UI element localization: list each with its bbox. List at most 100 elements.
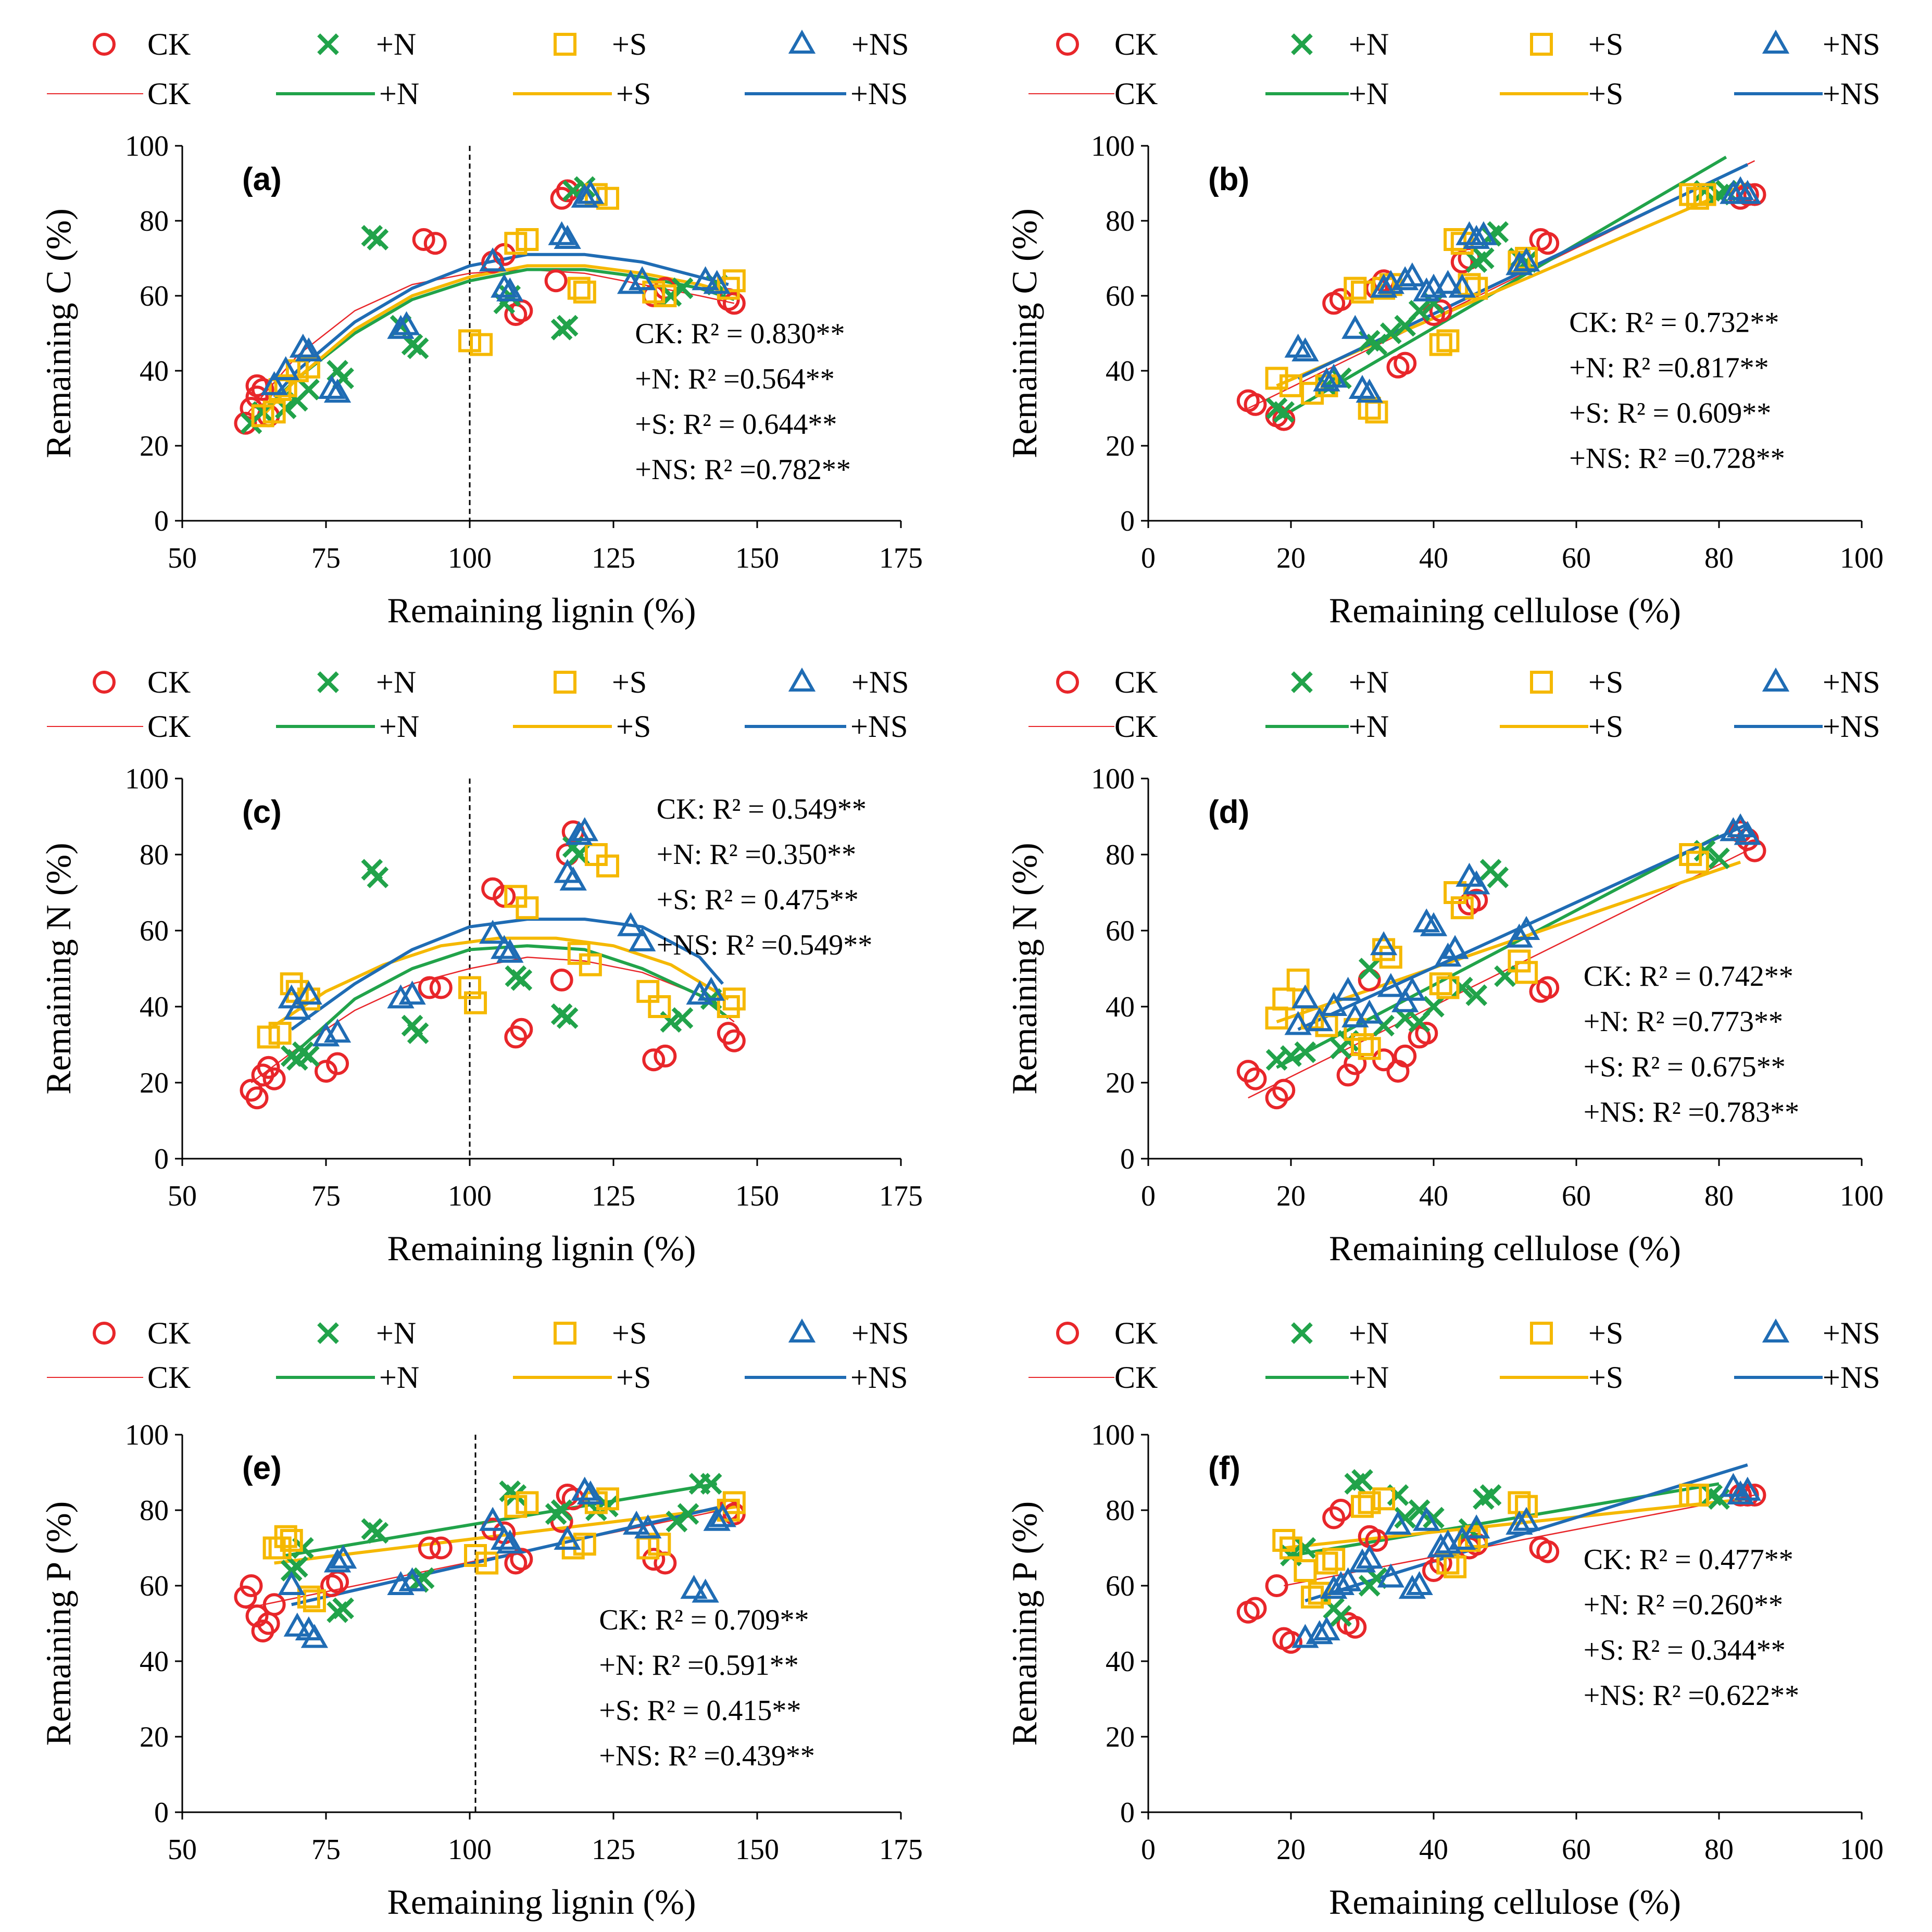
point-plus-ns [1506, 923, 1533, 948]
point-ck [1365, 1529, 1388, 1552]
x-tick-label: 80 [1704, 1180, 1734, 1212]
point-ck [510, 1018, 533, 1041]
panel-d-legend: CK +N +S +NS CK +N +S +NS [1028, 665, 1880, 744]
point-plus-ns [571, 1476, 598, 1501]
fit-line-plus-n [1276, 834, 1720, 1069]
point-plus-s [717, 995, 740, 1018]
y-tick-label: 80 [1106, 1495, 1135, 1527]
point-plus-ns [479, 247, 507, 272]
point-plus-ns [1512, 915, 1540, 940]
x-tick-label: 50 [168, 1834, 197, 1866]
point-plus-n [1708, 847, 1730, 870]
x-tick-label: 125 [592, 1180, 635, 1212]
panel-label: (f) [1208, 1450, 1240, 1486]
legend-marker-ck [93, 33, 116, 56]
point-plus-s [504, 1495, 528, 1518]
y-tick-label: 40 [1106, 1646, 1135, 1678]
point-plus-s [1679, 183, 1702, 206]
point-plus-ns [1341, 315, 1369, 339]
point-plus-ns [1398, 262, 1426, 286]
y-tick-label: 40 [1106, 355, 1135, 387]
point-plus-s [1265, 367, 1288, 390]
point-ck [1265, 1574, 1288, 1597]
x-tick-label: 75 [311, 1180, 341, 1212]
panel-label: (a) [242, 161, 282, 197]
r-squared-plus-n: +N: R² =0.591** [599, 1649, 798, 1682]
legend-marker-plus-n [1291, 33, 1313, 55]
y-tick-label: 0 [154, 1143, 169, 1175]
point-plus-ns [496, 1529, 524, 1554]
r-squared-ck: CK: R² = 0.477** [1584, 1544, 1793, 1576]
y-tick-label: 100 [1091, 763, 1135, 795]
point-plus-ns [623, 1510, 650, 1535]
series-plus-ns [1284, 176, 1761, 403]
series-plus-ns [1291, 1473, 1761, 1648]
point-plus-s [1686, 850, 1709, 874]
point-plus-n [1294, 1041, 1316, 1063]
x-tick-label: 150 [735, 542, 779, 574]
x-tick-label: 175 [879, 1834, 923, 1866]
point-plus-ns [1434, 943, 1462, 967]
legend-label-ck: CK [1114, 1316, 1158, 1350]
x-tick-label: 80 [1704, 1834, 1734, 1866]
series-plus-s [1265, 843, 1709, 1060]
point-plus-ns [1391, 988, 1419, 1012]
point-ck [1536, 232, 1560, 255]
point-plus-ns [1506, 251, 1533, 275]
point-plus-ns [576, 180, 604, 204]
legend-line-label-plus-n: +N [1349, 709, 1389, 744]
x-tick-label: 100 [448, 542, 492, 574]
y-tick-label: 20 [140, 1721, 169, 1753]
point-plus-ns [479, 920, 507, 944]
point-plus-ns [1470, 221, 1498, 245]
y-axis-title: Remaining P (%) [1005, 1501, 1044, 1746]
point-plus-n [1473, 247, 1495, 269]
point-ck [418, 1536, 441, 1560]
legend-marker-plus-ns [1762, 29, 1790, 54]
point-ck [245, 1086, 269, 1110]
y-axis-title: Remaining C (%) [39, 208, 78, 458]
point-plus-ns [1434, 270, 1462, 294]
x-tick-label: 100 [448, 1180, 492, 1212]
legend-marker-plus-ns [788, 29, 816, 54]
y-tick-label: 40 [1106, 991, 1135, 1023]
point-plus-s [1344, 1018, 1367, 1041]
point-plus-ns [272, 356, 299, 380]
point-plus-ns [278, 1571, 305, 1595]
point-plus-n [367, 866, 389, 888]
panel-c: CK +N +S +NS CK +N +S +NS 0 20 40 60 80 100 50 75 100 125… [39, 665, 923, 1268]
point-plus-n [332, 1597, 354, 1620]
y-tick-label: 0 [1120, 1143, 1135, 1175]
fit-line-plus-s [267, 936, 730, 1031]
point-plus-ns [283, 996, 311, 1020]
point-plus-ns [1398, 1575, 1426, 1599]
point-ck [1265, 1086, 1288, 1110]
legend-marker-plus-ns [1762, 1318, 1790, 1343]
legend-label-plus-s: +S [1588, 1316, 1623, 1350]
legend-line-label-plus-s: +S [616, 709, 651, 744]
point-ck [315, 1060, 337, 1083]
legend-label-plus-ns: +NS [1823, 27, 1880, 61]
r-squared-plus-n: +N: R² =0.773** [1584, 1006, 1783, 1038]
point-plus-n [1487, 866, 1509, 888]
x-tick-label: 100 [448, 1834, 492, 1866]
legend-line-label-plus-n: +N [1349, 1360, 1389, 1395]
point-plus-s [1429, 972, 1452, 996]
point-plus-s [1436, 976, 1460, 999]
x-tick-label: 175 [879, 542, 923, 574]
legend-line-label-plus-ns: +NS [850, 77, 908, 111]
point-plus-ns [1413, 1507, 1440, 1531]
legend-marker-ck [1056, 671, 1079, 694]
point-plus-s [1436, 329, 1460, 353]
point-plus-ns [1448, 273, 1476, 298]
point-ck [262, 1067, 286, 1090]
point-plus-s [1693, 183, 1716, 206]
point-plus-s [458, 329, 481, 353]
legend-line-label-plus-s: +S [1588, 77, 1623, 111]
point-plus-n [1294, 1537, 1316, 1559]
point-plus-ns [576, 1480, 604, 1504]
point-ck [722, 1029, 746, 1052]
panel-label: (b) [1208, 161, 1249, 197]
legend-label-plus-n: +N [1349, 665, 1389, 699]
y-tick-label: 60 [1106, 1570, 1135, 1602]
